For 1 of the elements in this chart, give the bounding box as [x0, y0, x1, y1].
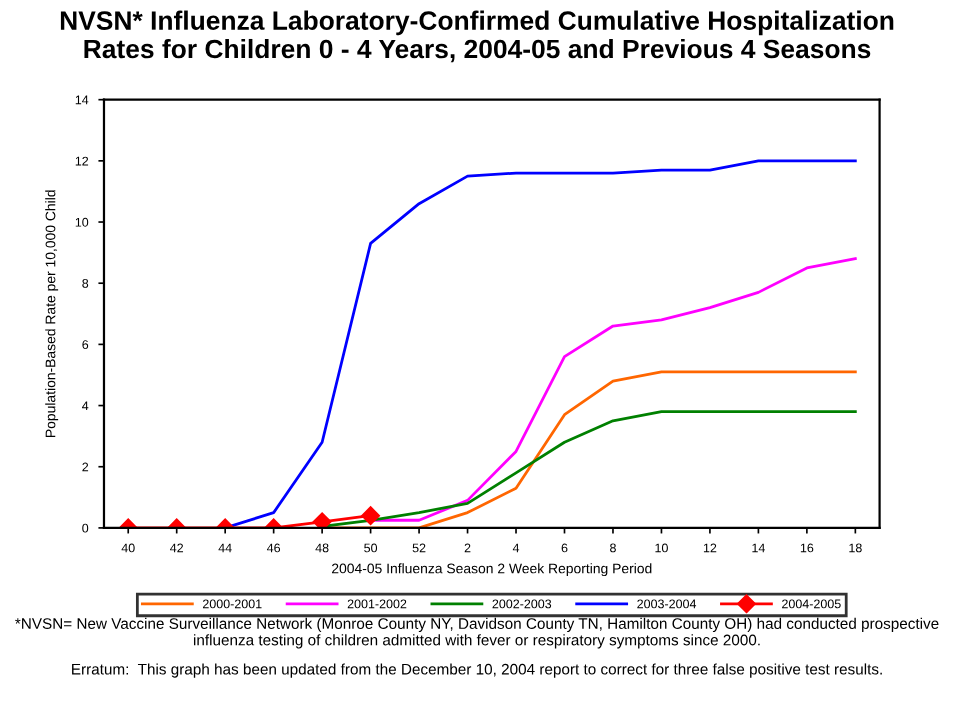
chart-title: NVSN* Influenza Laboratory-Confirmed Cumulative Hospitalization Rates for Children 0 - 4 Years, 2004-05 and Previous 4 Seasons: [60, 10, 894, 63]
